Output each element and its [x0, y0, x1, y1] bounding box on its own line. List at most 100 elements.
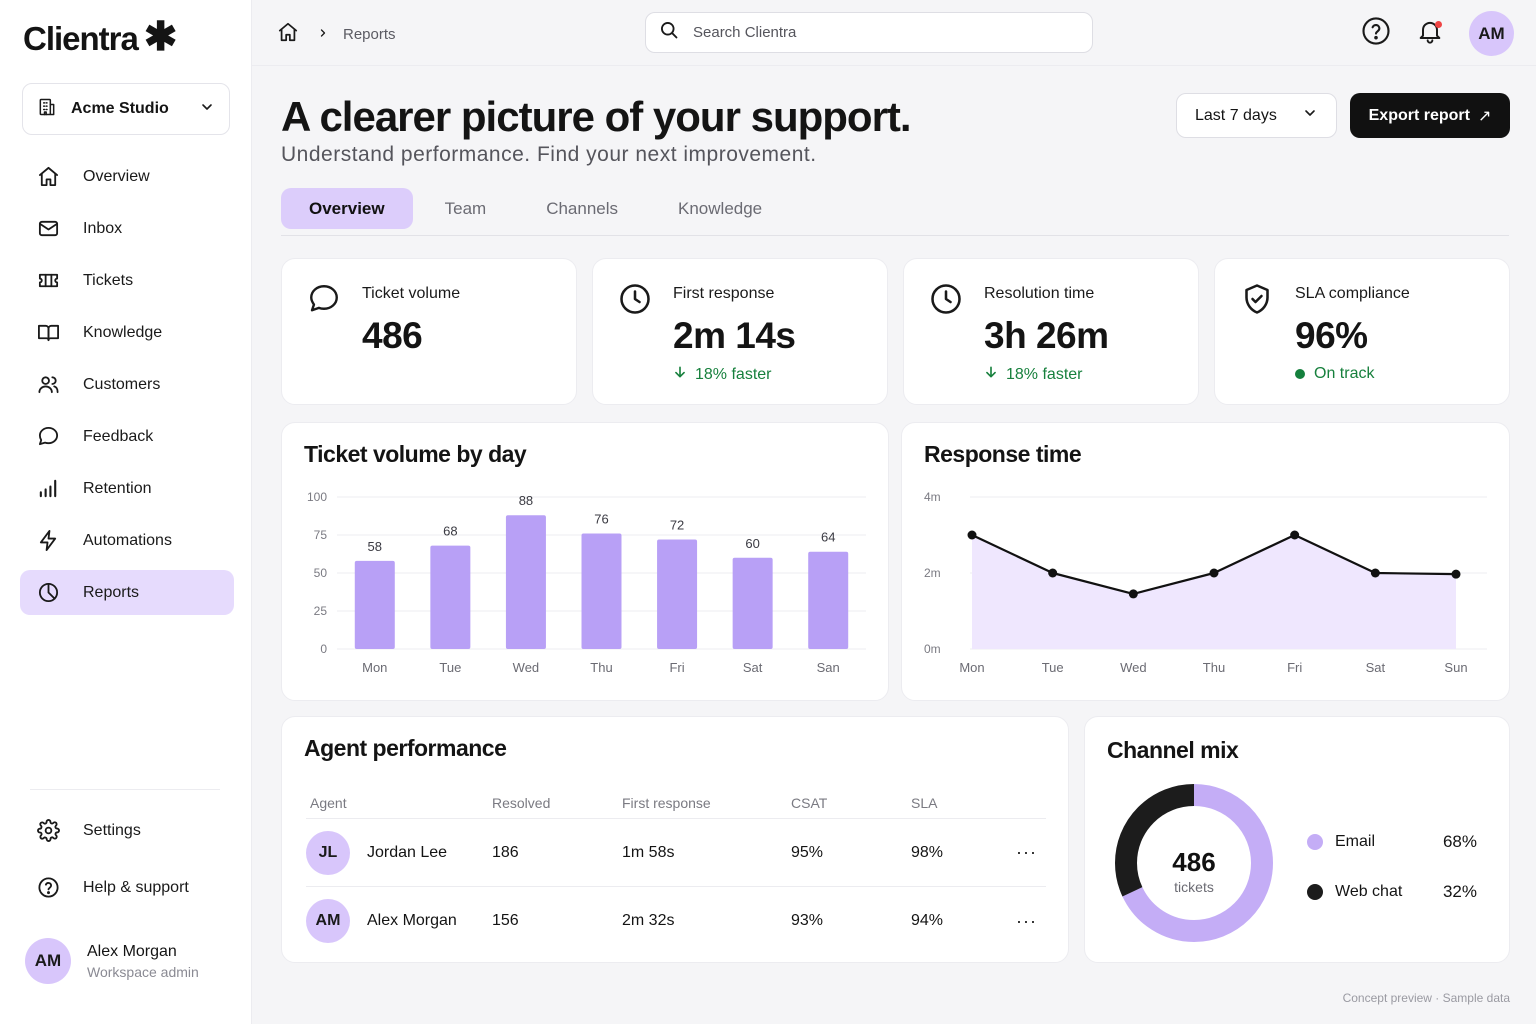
tab-knowledge[interactable]: Knowledge	[678, 198, 763, 218]
sidebar-item-reports[interactable]: Reports	[20, 570, 234, 615]
donut-center-label: tickets	[1174, 879, 1214, 895]
sidebar-item-automations[interactable]: Automations	[20, 518, 234, 563]
tab-channels[interactable]: Channels	[546, 198, 619, 218]
date-range-select[interactable]: Last 7 days	[1176, 93, 1337, 138]
chart-title: Channel mix	[1107, 737, 1239, 763]
home-icon[interactable]	[277, 21, 299, 47]
data-point	[1209, 568, 1219, 578]
chevron-right-icon	[317, 26, 329, 43]
bar	[505, 515, 546, 649]
bar	[808, 551, 849, 649]
channel-mix-card: Channel mix 486 tickets Email 68% Web cha…	[1084, 716, 1510, 963]
column-header-first-response[interactable]: First response	[622, 794, 711, 811]
ticket-icon	[36, 269, 60, 293]
donut-chart: 486 tickets	[1115, 784, 1273, 942]
column-header-sla[interactable]: SLA	[911, 794, 938, 811]
user-avatar[interactable]: AM	[1469, 11, 1514, 56]
y-tick-label: 25	[314, 604, 328, 618]
y-tick-label: 0	[320, 642, 327, 656]
search-icon	[659, 20, 679, 45]
search-input[interactable]	[693, 24, 1053, 41]
help-button[interactable]	[1361, 17, 1391, 49]
tab-team[interactable]: Team	[444, 198, 487, 218]
tab-overview[interactable]: Overview	[281, 188, 413, 229]
x-tick-label: Sat	[1366, 660, 1386, 675]
kpi-card-first-response: First response 2m 14s 18% faster	[592, 258, 888, 405]
y-tick-label: 100	[307, 490, 327, 504]
resolved-cell: 156	[492, 912, 519, 929]
data-label: 64	[821, 530, 835, 545]
sidebar-item-help[interactable]: Help & support	[20, 865, 234, 910]
column-header-resolved[interactable]: Resolved	[492, 794, 551, 811]
sidebar-item-tickets[interactable]: Tickets	[20, 258, 234, 303]
bar	[657, 539, 698, 649]
notifications-button[interactable]	[1415, 19, 1445, 49]
legend-item-web-chat: Web chat 32%	[1307, 867, 1477, 917]
agent-name: Jordan Lee	[367, 843, 448, 861]
table-row[interactable]: AM Alex Morgan 156 2m 32s 93% 94% ···	[306, 887, 1046, 955]
first-response-cell: 1m 58s	[622, 843, 675, 861]
page-title: A clearer picture of your support.	[281, 93, 912, 140]
status-dot	[1295, 369, 1305, 379]
agent-name: Alex Morgan	[367, 912, 457, 929]
kpi-delta: 18% faster	[984, 365, 1082, 384]
bolt-icon	[36, 529, 60, 553]
bar-chart-icon	[36, 477, 60, 501]
kpi-status-text: On track	[1314, 365, 1375, 382]
sidebar-item-feedback[interactable]: Feedback	[20, 414, 234, 459]
table-header: Agent Resolved First response CSAT SLA	[306, 787, 1046, 819]
sla-cell: 94%	[911, 912, 944, 929]
csat-cell: 95%	[791, 843, 824, 861]
kpi-card-sla-compliance: SLA compliance 96% On track	[1214, 258, 1510, 405]
sidebar-item-inbox[interactable]: Inbox	[20, 206, 234, 251]
top-actions: AM	[1361, 11, 1514, 56]
x-tick-label: Wed	[1120, 660, 1147, 675]
export-label: Export report	[1368, 106, 1470, 124]
sidebar-item-label: Tickets	[83, 271, 134, 289]
agent-performance-card: Agent performance Agent Resolved First r…	[281, 716, 1069, 963]
legend-label: Email	[1335, 833, 1376, 850]
kpi-delta-text: 18% faster	[695, 365, 772, 383]
x-tick-label: Wed	[513, 660, 540, 675]
table-row[interactable]: JL Jordan Lee 186 1m 58s 95% 98% ···	[306, 819, 1046, 887]
x-tick-label: Fri	[669, 660, 684, 675]
sidebar-item-settings[interactable]: Settings	[20, 808, 234, 853]
footer-note: Concept preview · Sample data	[1342, 991, 1510, 1005]
bar	[581, 533, 622, 649]
export-report-button[interactable]: Export report ↗	[1350, 93, 1510, 138]
sidebar-item-retention[interactable]: Retention	[20, 466, 234, 511]
first-response-cell: 2m 32s	[622, 912, 675, 929]
legend-swatch	[1307, 834, 1323, 850]
sidebar-item-overview[interactable]: Overview	[20, 154, 234, 199]
legend-item-email: Email 68%	[1307, 817, 1477, 867]
user-profile[interactable]: AM Alex Morgan Workspace admin	[25, 938, 199, 984]
arrow-up-right-icon: ↗	[1477, 107, 1492, 125]
more-options-icon[interactable]: ···	[1016, 910, 1037, 931]
sidebar-item-knowledge[interactable]: Knowledge	[20, 310, 234, 355]
column-header-csat[interactable]: CSAT	[791, 794, 828, 811]
sidebar-item-customers[interactable]: Customers	[20, 362, 234, 407]
x-tick-label: Mon	[959, 660, 984, 675]
donut-center-value: 486	[1172, 847, 1215, 877]
data-point	[1048, 568, 1058, 578]
y-tick-label: 75	[314, 528, 328, 542]
top-bar: Reports AM	[252, 0, 1536, 66]
data-label: 68	[443, 524, 457, 539]
tab-bar: Overview Team Channels Knowledge	[281, 188, 1509, 236]
sidebar-item-label: Help & support	[83, 878, 189, 896]
app-logo[interactable]: Clientra ✱	[23, 15, 177, 62]
workspace-switcher[interactable]: Acme Studio	[22, 83, 230, 135]
y-tick-label: 50	[314, 566, 328, 580]
avatar: JL	[306, 830, 350, 875]
search-box[interactable]	[645, 12, 1093, 53]
kpi-card-ticket-volume: Ticket volume 486	[281, 258, 577, 405]
date-range-value: Last 7 days	[1195, 106, 1277, 124]
book-icon	[36, 321, 60, 345]
help-icon	[36, 876, 60, 900]
sidebar-item-label: Feedback	[83, 427, 154, 445]
chart-title: Response time	[924, 441, 1082, 467]
more-options-icon[interactable]: ···	[1016, 842, 1037, 862]
kpi-delta: 18% faster	[673, 365, 771, 384]
column-header-agent[interactable]: Agent	[310, 794, 347, 811]
y-tick-label: 2m	[924, 566, 941, 580]
